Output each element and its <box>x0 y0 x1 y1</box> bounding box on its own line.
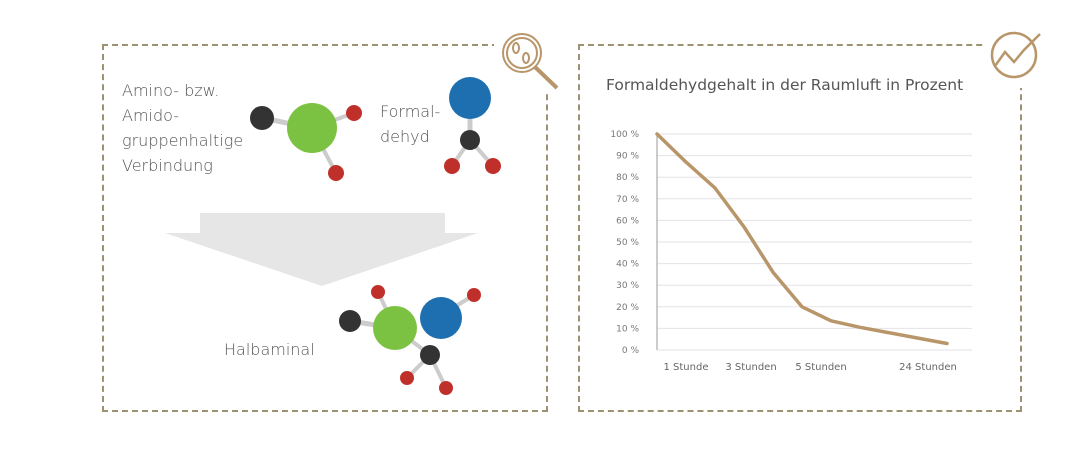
formaldehyde-molecule <box>444 77 501 174</box>
reaction-panel <box>102 44 548 412</box>
formaldehyde-label-line: Formal- <box>380 102 441 121</box>
amino-label-line: gruppenhaltige <box>122 131 244 150</box>
amino-label: Amino- bzw. Amido- gruppenhaltige Verbin… <box>122 78 243 178</box>
y-tick-label: 70 % <box>616 195 639 205</box>
reaction-arrow <box>165 213 478 286</box>
formaldehyde-label-line: dehyd <box>380 127 430 146</box>
amino-label-line: Amido- <box>122 106 179 125</box>
trend-chart-icon <box>990 31 1041 79</box>
line-chart: 0 % 10 % 20 % 30 % 40 % 50 % 60 % 70 % 80 % 90 % 1… <box>610 130 972 373</box>
chart-title: Formaldehydgehalt in der Raumluft in Pro… <box>606 76 964 94</box>
x-tick-label: 1 Stunde <box>664 362 709 373</box>
y-tick-label: 20 % <box>616 303 639 313</box>
halbaminal-molecule <box>339 285 481 395</box>
magnifier-bacteria-icon <box>502 33 559 90</box>
y-tick-label: 50 % <box>616 238 639 248</box>
y-tick-label: 30 % <box>616 281 639 291</box>
x-tick-label: 3 Stunden <box>725 362 776 373</box>
y-tick-label: 0 % <box>622 346 640 356</box>
chart-panel <box>578 44 1022 412</box>
amino-molecule <box>250 103 362 181</box>
y-tick-label: 80 % <box>616 173 639 183</box>
y-tick-label: 10 % <box>616 324 639 334</box>
y-tick-label: 100 % <box>610 130 639 140</box>
series-line <box>655 132 949 346</box>
y-tick-label: 60 % <box>616 216 639 226</box>
product-label: Halbaminal <box>224 340 315 359</box>
y-tick-label: 90 % <box>616 152 639 162</box>
x-tick-label: 5 Stunden <box>795 362 846 373</box>
y-tick-label: 40 % <box>616 260 639 270</box>
formaldehyde-label: Formal- dehyd <box>380 99 440 149</box>
amino-label-line: Amino- bzw. <box>122 81 220 100</box>
x-tick-label: 24 Stunden <box>899 362 957 373</box>
amino-label-line: Verbindung <box>122 156 213 175</box>
